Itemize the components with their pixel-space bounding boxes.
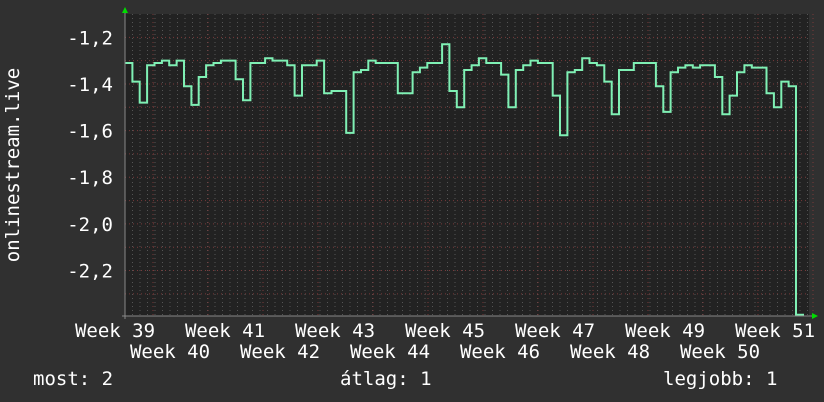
series-line xyxy=(125,43,804,316)
y-tick-label: -1,8 xyxy=(67,167,113,189)
x-tick-label: Week 46 xyxy=(460,341,540,363)
plot-area xyxy=(125,14,809,316)
x-tick-label: Week 50 xyxy=(680,341,760,363)
y-axis: -1,2 -1,4 -1,6 -1,8 -2,0 -2,2 xyxy=(67,27,113,282)
y-axis-arrow-icon xyxy=(122,7,128,13)
x-tick-label: Week 45 xyxy=(405,320,485,342)
x-axis-arrow-icon xyxy=(812,313,818,319)
best-value: legjobb: 1 xyxy=(663,368,778,390)
y-axis-label: onlinestream.live xyxy=(2,68,24,262)
x-tick-label: Week 42 xyxy=(240,341,320,363)
x-tick-label: Week 48 xyxy=(570,341,650,363)
x-tick-label: Week 43 xyxy=(295,320,375,342)
y-tick-label: -2,0 xyxy=(67,214,113,236)
x-tick-label: Week 44 xyxy=(350,341,430,363)
y-tick-label: -2,2 xyxy=(67,261,113,283)
x-tick-label: Week 51 xyxy=(735,320,815,342)
x-tick-label: Week 47 xyxy=(515,320,595,342)
x-tick-label: Week 41 xyxy=(185,320,265,342)
x-tick-label: Week 40 xyxy=(130,341,210,363)
x-tick-label: Week 49 xyxy=(625,320,705,342)
x-tick-label: Week 39 xyxy=(75,320,155,342)
y-tick-label: -1,6 xyxy=(67,121,113,143)
average-value: átlag: 1 xyxy=(340,368,432,390)
y-tick-label: -1,2 xyxy=(67,27,113,49)
current-value: most: 2 xyxy=(33,368,114,390)
y-tick-label: -1,4 xyxy=(67,74,113,96)
